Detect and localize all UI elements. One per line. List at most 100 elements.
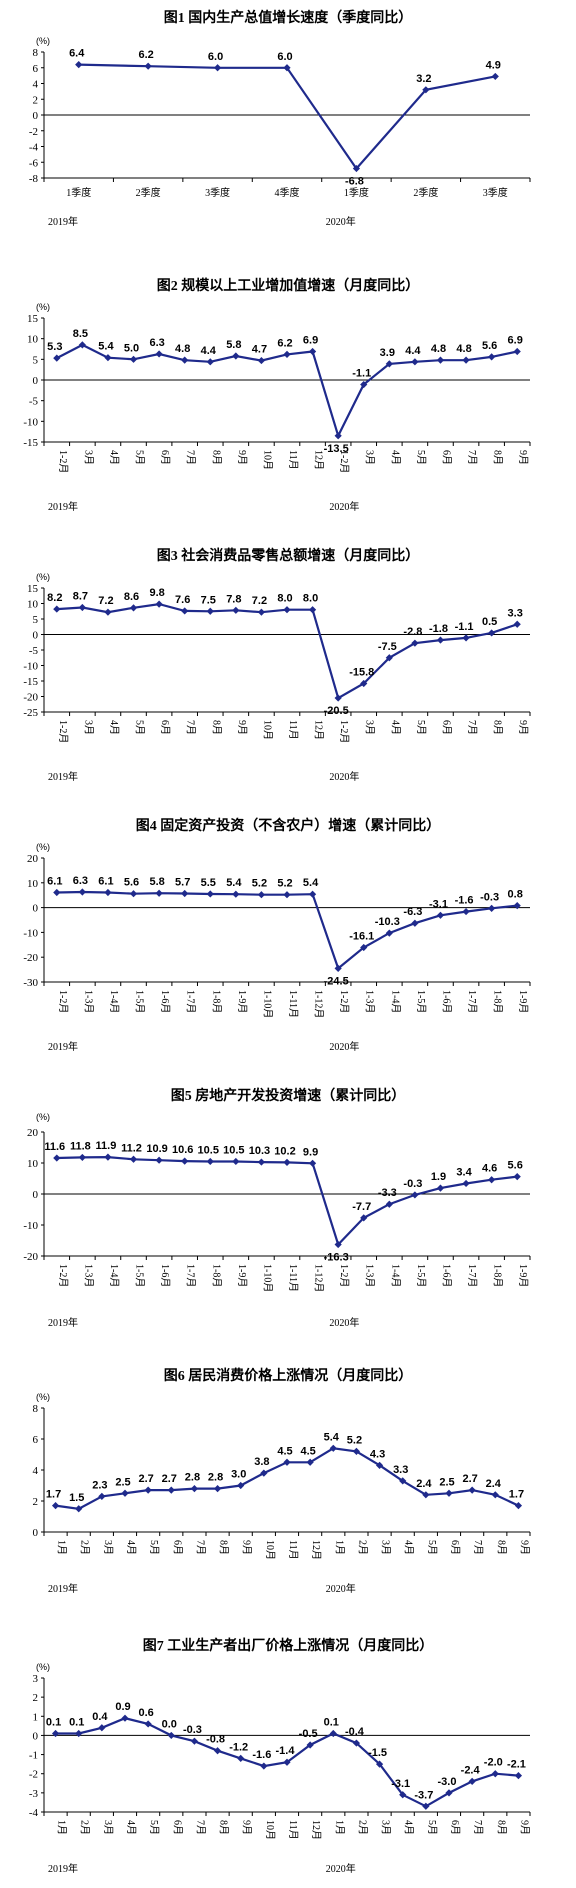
x-tick-label: 1-5月 [415, 990, 427, 1013]
x-tick-label: 5月 [426, 1820, 438, 1835]
x-tick-label: 1-5月 [415, 1264, 427, 1287]
data-label: 1.9 [431, 1171, 446, 1183]
y-tick-label: 20 [27, 853, 39, 865]
year-label: 2019年 [48, 1862, 78, 1875]
data-point [445, 1489, 453, 1497]
data-label: -13.5 [324, 443, 349, 455]
x-tick-label: 1-6月 [440, 1264, 452, 1287]
x-tick-label: 1-4月 [389, 990, 401, 1013]
x-tick-label: 1-9月 [517, 990, 529, 1013]
x-tick-label: 2月 [356, 1820, 368, 1835]
data-label: 0.9 [115, 1701, 130, 1713]
data-point [257, 1158, 266, 1166]
data-label: 6.0 [277, 51, 292, 63]
x-tick-label: 4月 [108, 720, 120, 735]
y-tick-label: -20 [23, 952, 38, 964]
data-point [155, 889, 163, 897]
x-tick-label: 1-8月 [492, 1264, 504, 1287]
x-tick-label: 10月 [264, 1820, 276, 1840]
x-tick-label: 9月 [518, 1820, 530, 1835]
figure-6-consumer-price-index: 图6 居民消费价格上涨情况（月度同比） (%) 0 2 4 6 8 1月 2月 3月 4月 5月 6月 7… [33, 1367, 531, 1595]
data-point [491, 1770, 499, 1778]
data-label: 10.2 [274, 1145, 295, 1157]
data-point [232, 890, 240, 898]
x-tick-label: 1-3月 [364, 990, 376, 1013]
figure-4-fixed-asset-investment: 图4 固定资产投资（不含农户）增速（累计同比） (%) -30 -20 -10 0 10 20… [23, 817, 531, 1053]
data-point [232, 1157, 240, 1166]
y-tick-label: 1 [33, 1711, 39, 1723]
data-label: -15.8 [349, 666, 374, 678]
x-tick-label: 1-9月 [236, 1264, 248, 1287]
figure-5-real-estate-investment: 图5 房地产开发投资增速（累计同比） (%) -20 -10 0 10 20 1-2月 1-3月… [23, 1087, 531, 1329]
data-point [462, 634, 470, 642]
x-tick-label: 4季度 [275, 186, 300, 199]
x-tick-label: 3月 [364, 450, 376, 465]
data-point [360, 380, 368, 389]
x-tick-label: 9月 [241, 1820, 253, 1835]
data-point [375, 1461, 384, 1469]
data-label: 0.8 [508, 889, 523, 901]
data-label: -1.6 [455, 895, 474, 907]
data-label: 3.0 [231, 1469, 246, 1481]
x-tick-label: 7月 [466, 720, 478, 735]
data-label: 9.8 [149, 587, 164, 599]
year-label: 2020年 [329, 1316, 359, 1329]
data-point [462, 1179, 470, 1188]
y-tick-label: 20 [27, 1127, 39, 1139]
data-label: 4.8 [175, 343, 190, 355]
year-label: 2020年 [329, 770, 359, 783]
data-label: 1.7 [509, 1489, 524, 1501]
y-tick-label: 0 [33, 375, 39, 387]
x-tick-label: 1月 [333, 1820, 345, 1835]
y-tick-label: 0 [33, 1189, 39, 1201]
data-point [513, 620, 521, 628]
data-label: 3.8 [254, 1456, 269, 1468]
x-tick-label: 4月 [389, 720, 401, 735]
data-label: 5.3 [47, 341, 62, 353]
y-tick-label: 0 [33, 1730, 39, 1742]
x-tick-label: 5月 [426, 1540, 438, 1555]
series-line [56, 890, 518, 971]
data-point [53, 605, 61, 613]
figure-1-gdp-growth: 图1 国内生产总值增长速度（季度同比） (%) -8 -6 -4 -2 0 2 4 6 8 1季度 2季… [29, 9, 531, 228]
x-tick-label: 1-2月 [338, 720, 350, 743]
data-label: 6.3 [73, 875, 88, 887]
data-label: -1.8 [429, 623, 448, 635]
chart-title: 图5 房地产开发投资增速（累计同比） [171, 1087, 406, 1104]
x-tick-label: 1-12月 [313, 1264, 325, 1292]
x-tick-label: 11月 [287, 1540, 299, 1560]
x-tick-label: 12月 [313, 720, 325, 740]
data-point [436, 911, 445, 919]
y-tick-label: 4 [33, 1465, 39, 1477]
data-point [462, 356, 470, 364]
data-label: -16.3 [324, 1252, 349, 1264]
data-label: 11.6 [44, 1141, 65, 1153]
x-tick-label: 9月 [517, 450, 529, 465]
year-label: 2019年 [48, 500, 78, 513]
y-tick-label: -20 [23, 1251, 38, 1263]
data-point [385, 654, 393, 662]
x-tick-label: 7月 [185, 720, 197, 735]
data-point [308, 347, 317, 356]
x-tick-label: 1-12月 [313, 990, 325, 1018]
x-tick-label: 2季度 [136, 186, 161, 199]
x-tick-label: 7月 [472, 1820, 484, 1835]
x-tick-label: 8月 [492, 450, 504, 465]
x-tick-label: 6月 [449, 1820, 461, 1835]
data-point [206, 607, 214, 615]
year-label: 2020年 [326, 1862, 356, 1875]
data-label: 6.1 [47, 875, 62, 887]
data-point [51, 1729, 60, 1738]
data-point [283, 891, 291, 899]
x-tick-label: 1-8月 [492, 990, 504, 1013]
figure-3-retail-sales: 图3 社会消费品零售总额增速（月度同比） (%) -25 -20 -15 -10 -5 0 5 1… [23, 547, 531, 783]
x-tick-label: 6月 [440, 450, 452, 465]
x-tick-label: 8月 [495, 1540, 507, 1555]
data-label: 4.5 [300, 1445, 315, 1457]
data-point [181, 1157, 189, 1165]
x-tick-label: 4月 [403, 1540, 415, 1555]
data-label: 4.4 [405, 345, 421, 357]
data-label: 6.9 [303, 334, 318, 346]
data-point [155, 600, 163, 608]
data-point [283, 1758, 291, 1766]
